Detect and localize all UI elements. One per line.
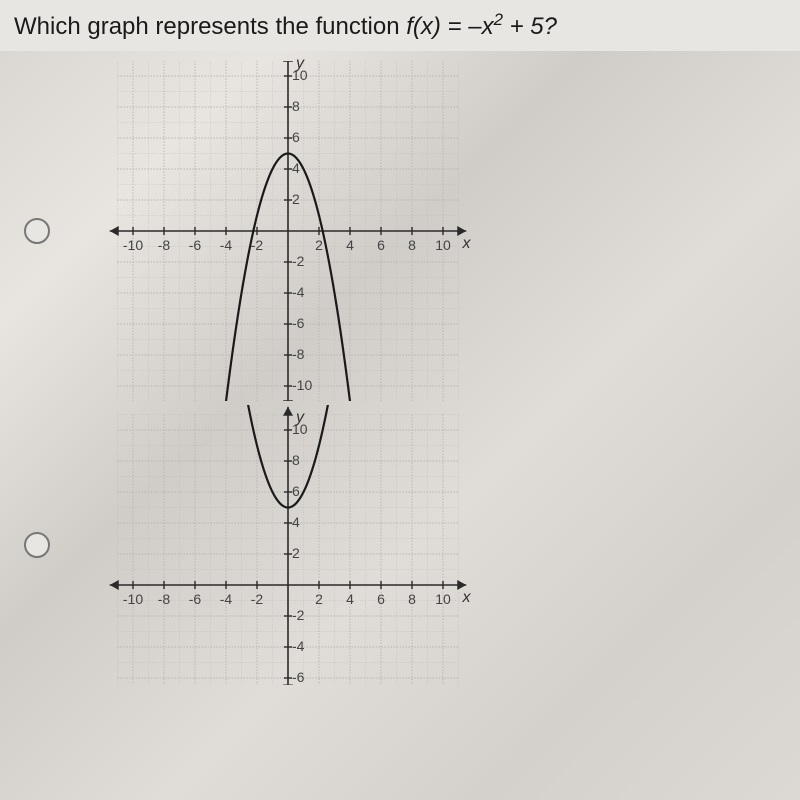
x-tick-label: -6 [183,237,207,253]
x-tick-label: 2 [307,591,331,607]
y-tick-label: -6 [292,315,320,331]
x-tick-label: -6 [183,591,207,607]
option-1-graph: -10-8-6-4-2246810-10-8-6-4-2246810yx [68,61,508,401]
x-axis-label: x [463,589,471,607]
y-tick-label: 4 [292,514,320,530]
x-tick-label: 10 [431,591,455,607]
x-tick-label: -8 [152,237,176,253]
x-tick-label: -10 [121,237,145,253]
y-tick-label: -4 [292,284,320,300]
x-tick-label: -2 [245,237,269,253]
x-tick-label: 2 [307,237,331,253]
y-tick-label: 8 [292,452,320,468]
y-tick-label: 4 [292,160,320,176]
x-axis-label: x [463,235,471,253]
x-tick-label: 10 [431,237,455,253]
x-tick-label: -4 [214,591,238,607]
x-tick-label: 6 [369,237,393,253]
option-2-radio[interactable] [24,532,50,558]
option-1-radio[interactable] [24,218,50,244]
question-prefix: Which graph represents the function [14,13,406,40]
y-tick-label: 2 [292,545,320,561]
option-2-graph: -10-8-6-4-2246810-6-4-2246810yx [68,405,508,685]
y-axis-label: y [296,55,304,73]
question-text: Which graph represents the function f(x)… [0,0,800,51]
y-tick-label: 2 [292,191,320,207]
x-tick-label: 6 [369,591,393,607]
y-tick-label: 6 [292,483,320,499]
y-tick-label: -2 [292,607,320,623]
y-tick-label: -8 [292,346,320,362]
y-tick-label: 6 [292,129,320,145]
y-tick-label: -4 [292,638,320,654]
y-tick-label: -6 [292,669,320,685]
x-tick-label: -8 [152,591,176,607]
x-tick-label: -4 [214,237,238,253]
y-axis-label: y [296,409,304,427]
y-tick-label: -2 [292,253,320,269]
x-tick-label: -10 [121,591,145,607]
x-tick-label: 4 [338,591,362,607]
question-function: f(x) = –x2 + 5? [406,13,557,40]
y-tick-label: -10 [292,377,320,393]
x-tick-label: 8 [400,591,424,607]
x-tick-label: -2 [245,591,269,607]
x-tick-label: 8 [400,237,424,253]
y-tick-label: 8 [292,98,320,114]
x-tick-label: 4 [338,237,362,253]
